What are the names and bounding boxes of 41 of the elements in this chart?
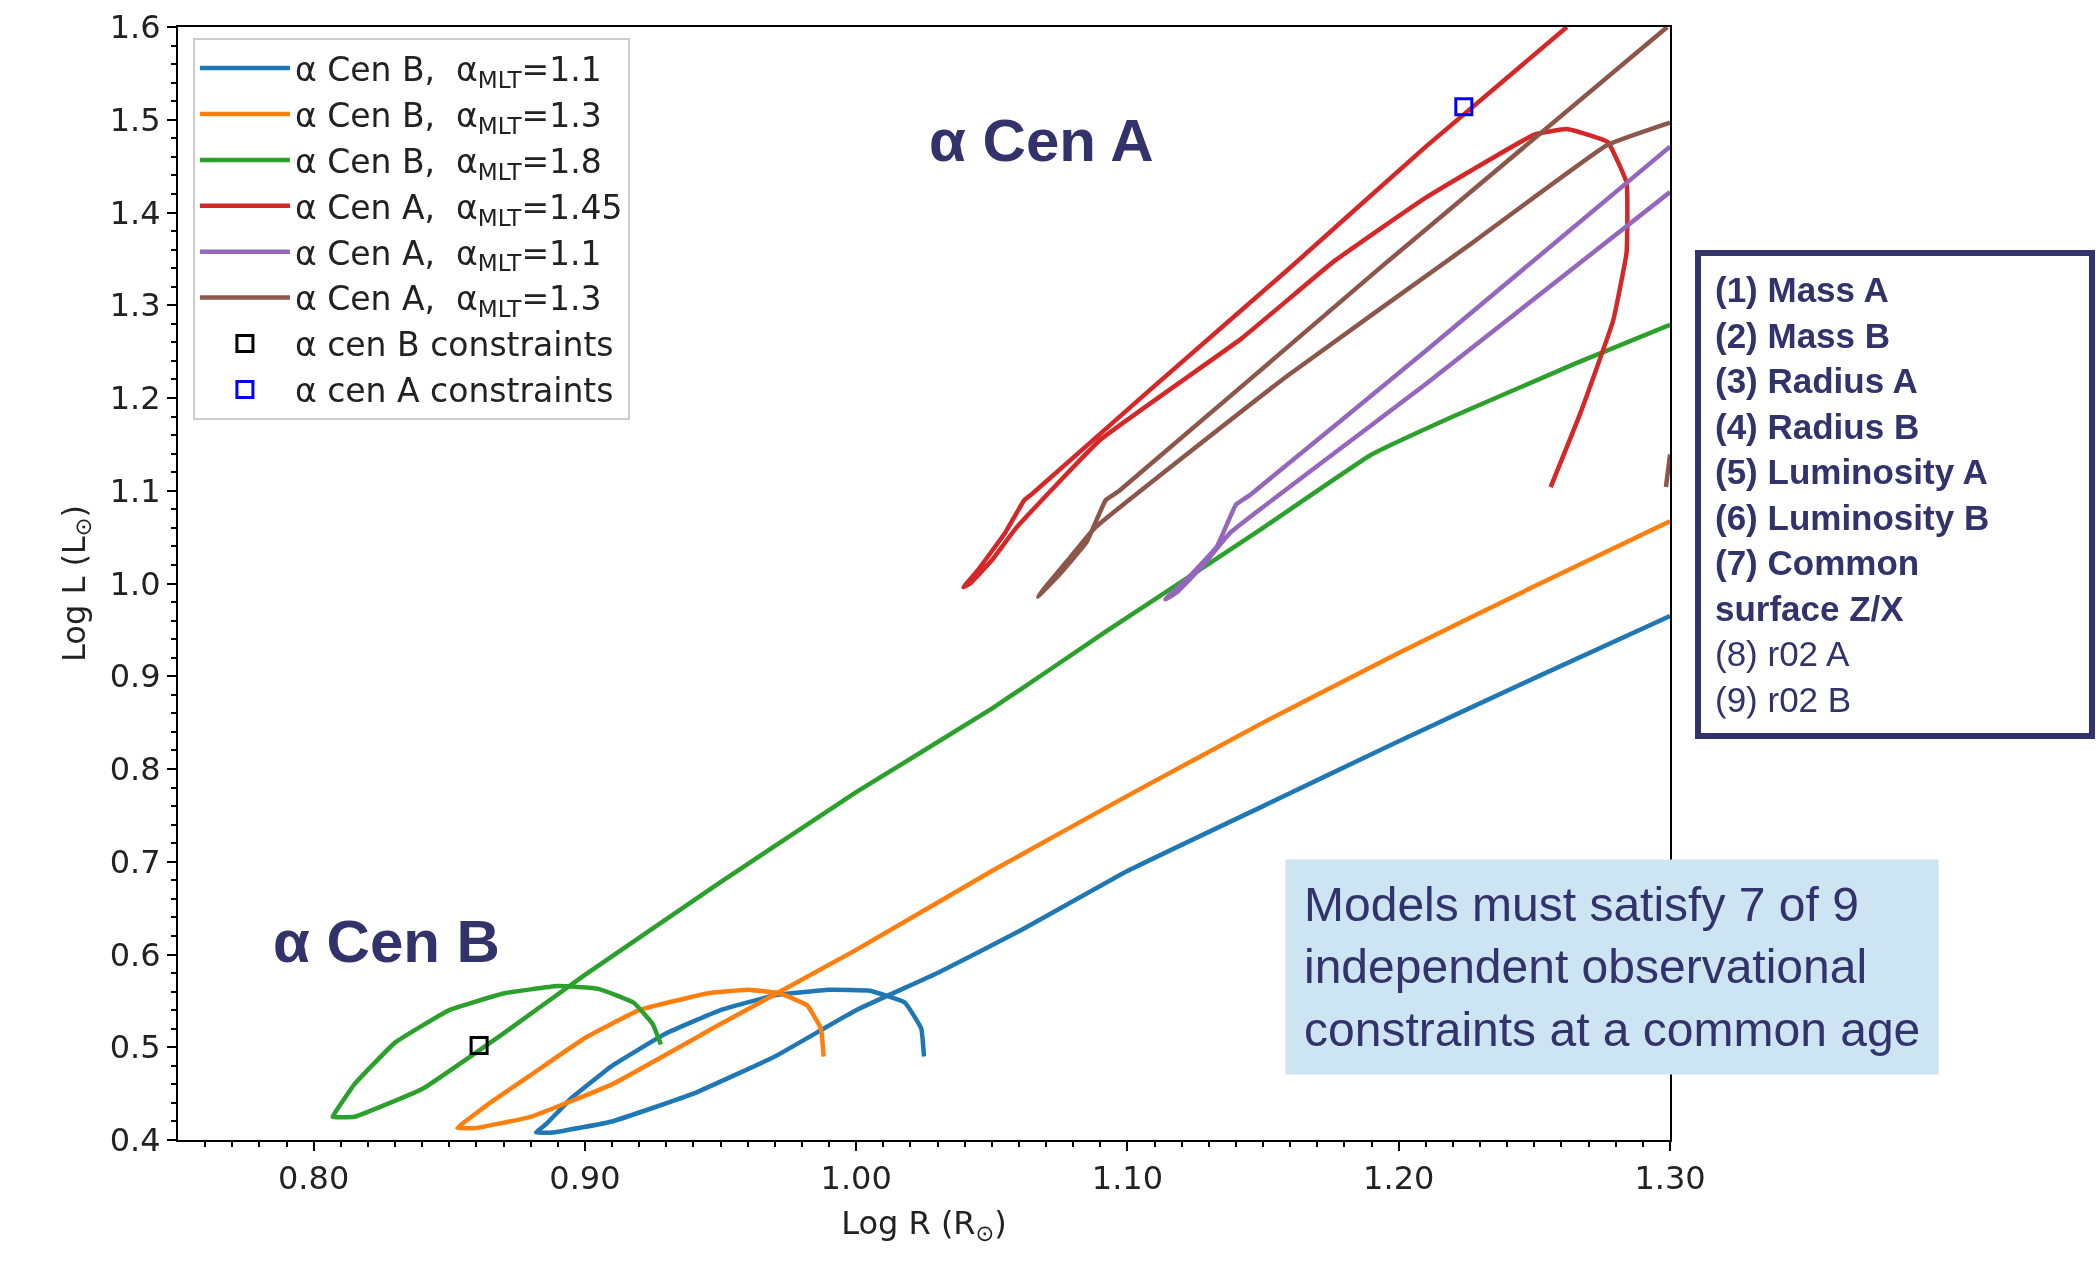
legend-label: α cen B constraints [294,325,614,365]
y-tick-label: 0.4 [109,1121,161,1160]
y-tick-label: 1.2 [109,379,161,418]
text: (1) Mass A [1715,270,1889,309]
y-tick-label: 1.6 [109,8,161,47]
legend-label: α cen A constraints [294,371,614,411]
y-tick-label: 0.8 [109,750,161,789]
y-tick-label: 0.9 [109,657,161,696]
text: (7) Common surface Z/X [1715,543,1920,628]
line-series [1163,144,1670,602]
x-tick-label: 1.20 [1363,1159,1435,1198]
y-tick-label: 1.0 [109,564,161,603]
y-tick-label: 1.3 [109,286,161,325]
legend-label: α Cen A, α$_{MLT}$=1.45 [294,187,623,231]
legend-label: α Cen B, α$_{MLT}$=1.3 [294,95,602,139]
annotation: Models must satisfy 7 of 9 independent observational constraints at a common age [1304,878,1921,1056]
x-tick-label: 1.10 [1091,1159,1164,1198]
y-tick-label: 1.5 [109,100,161,139]
text: (3) Radius A [1715,361,1918,400]
y-tick-label: 1.4 [109,193,161,232]
y-tick-label: 0.5 [109,1028,161,1067]
annotation: α Cen B [273,908,500,975]
text: (4) Radius B [1715,406,1920,446]
x-tick-label: 0.80 [278,1159,350,1198]
legend-label: α Cen B, α$_{MLT}$=1.1 [294,49,602,93]
text: (6) Luminosity B [1715,497,1990,537]
y-tick-label: 0.6 [109,935,161,974]
legend-label: α Cen A, α$_{MLT}$=1.3 [294,279,602,323]
legend-label: α Cen A, α$_{MLT}$=1.1 [294,233,602,277]
x-tick-label: 0.90 [549,1159,621,1198]
text: (2) Mass B [1715,315,1891,355]
x-tick-label: 1.00 [820,1159,892,1198]
x-axis-title: Log R (R$_{⊙}$) [841,1203,1007,1246]
y-tick-label: 1.1 [109,471,161,510]
y-tick-label: 0.7 [109,842,161,881]
text: (8) r02 A [1715,634,1850,673]
text: (5) Luminosity A [1715,452,1988,491]
legend-label: α Cen B, α$_{MLT}$=1.8 [294,141,602,185]
x-tick-label: 1.30 [1634,1159,1706,1198]
annotation: α Cen A [929,107,1154,174]
text: (9) r02 B [1715,679,1852,719]
